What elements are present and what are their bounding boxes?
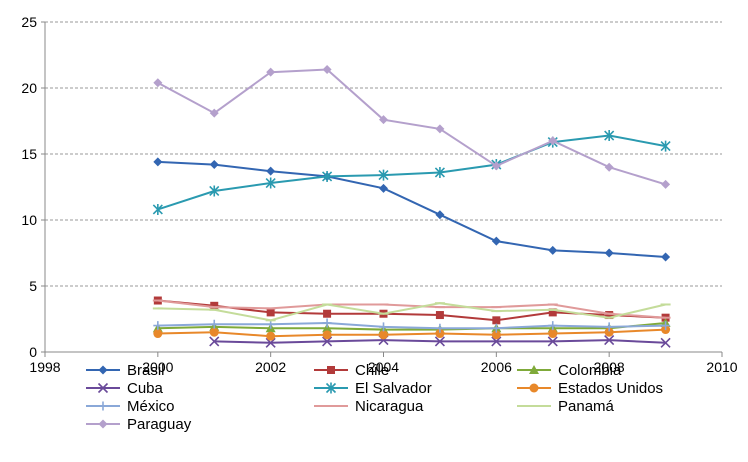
series-line bbox=[157, 68, 666, 186]
y-tick-label: 25 bbox=[21, 14, 37, 30]
data-point bbox=[209, 108, 219, 118]
series-line bbox=[157, 328, 666, 338]
x-axis-ticks: 1998 2000 2002 2004 2006 2008 2010 bbox=[29, 352, 738, 375]
x-tick-label: 2008 bbox=[594, 359, 625, 375]
data-point bbox=[266, 308, 275, 317]
series-nicaragua bbox=[152, 299, 671, 319]
grid-lines bbox=[45, 21, 722, 287]
series-line bbox=[157, 322, 666, 331]
data-point bbox=[265, 337, 276, 348]
series-estados-unidos bbox=[153, 325, 671, 341]
x-tick-label: 2004 bbox=[368, 359, 399, 375]
data-point bbox=[153, 321, 163, 331]
data-point bbox=[153, 78, 163, 88]
x-tick-label: 1998 bbox=[29, 359, 60, 375]
data-point bbox=[434, 166, 445, 178]
series-line bbox=[157, 134, 666, 211]
data-point bbox=[548, 321, 558, 331]
data-point bbox=[491, 330, 501, 340]
data-point bbox=[152, 203, 163, 215]
data-point bbox=[604, 248, 614, 258]
data-point bbox=[379, 183, 388, 193]
data-point bbox=[491, 323, 501, 333]
data-point bbox=[491, 336, 502, 347]
data-point bbox=[604, 162, 614, 172]
data-point bbox=[435, 124, 445, 134]
series-panamá bbox=[152, 302, 671, 322]
y-tick-label: 10 bbox=[21, 212, 37, 228]
x-tick-label: 2002 bbox=[255, 359, 286, 375]
series-line bbox=[157, 321, 666, 330]
data-point bbox=[210, 301, 219, 310]
data-point bbox=[491, 236, 501, 246]
series-paraguay bbox=[153, 65, 671, 189]
data-point bbox=[661, 321, 671, 331]
series-line bbox=[157, 302, 666, 322]
data-point bbox=[435, 210, 445, 220]
data-point bbox=[266, 67, 276, 77]
y-axis-ticks: 0 5 10 15 20 25 bbox=[21, 14, 45, 360]
y-tick-label: 5 bbox=[29, 278, 37, 294]
data-point bbox=[491, 161, 501, 171]
data-point bbox=[266, 331, 276, 341]
y-tick-label: 15 bbox=[21, 146, 37, 162]
data-point bbox=[660, 337, 671, 348]
data-point bbox=[378, 169, 389, 181]
data-point bbox=[209, 185, 220, 197]
data-point bbox=[548, 136, 558, 146]
data-point bbox=[153, 329, 163, 339]
y-tick-label: 0 bbox=[29, 344, 37, 360]
series-line bbox=[157, 299, 666, 319]
data-point bbox=[604, 335, 615, 346]
data-point bbox=[435, 311, 444, 320]
data-point bbox=[322, 318, 332, 328]
y-tick-label: 20 bbox=[21, 80, 37, 96]
data-point bbox=[153, 157, 163, 167]
series-el-salvador bbox=[152, 130, 671, 215]
data-point bbox=[604, 322, 614, 332]
data-point bbox=[661, 179, 671, 189]
data-point bbox=[605, 311, 614, 320]
data-point bbox=[322, 170, 333, 182]
data-point bbox=[209, 327, 219, 337]
data-point bbox=[379, 330, 388, 340]
data-point bbox=[322, 65, 332, 75]
data-point bbox=[660, 140, 671, 152]
data-point bbox=[661, 252, 671, 262]
data-point bbox=[548, 245, 558, 255]
series-group bbox=[152, 65, 671, 348]
series-cuba bbox=[209, 335, 671, 348]
data-point bbox=[265, 177, 276, 189]
data-point bbox=[548, 308, 557, 317]
data-point bbox=[435, 329, 445, 339]
data-point bbox=[322, 336, 333, 347]
data-point bbox=[604, 130, 615, 142]
data-point bbox=[548, 329, 558, 339]
series-line bbox=[157, 160, 666, 258]
data-point bbox=[435, 323, 445, 333]
data-point bbox=[209, 336, 220, 347]
data-point bbox=[322, 330, 332, 340]
data-point bbox=[604, 327, 614, 337]
data-point bbox=[492, 316, 501, 325]
x-tick-label: 2000 bbox=[142, 359, 173, 375]
data-point bbox=[379, 115, 388, 125]
data-point bbox=[323, 309, 332, 318]
data-point bbox=[266, 166, 276, 176]
data-point bbox=[434, 336, 445, 347]
data-point bbox=[209, 160, 219, 170]
x-tick-label: 2010 bbox=[706, 359, 737, 375]
data-point bbox=[547, 336, 558, 347]
data-point bbox=[209, 319, 219, 329]
data-point bbox=[379, 322, 388, 332]
x-tick-label: 2006 bbox=[481, 359, 512, 375]
data-point bbox=[322, 323, 333, 333]
